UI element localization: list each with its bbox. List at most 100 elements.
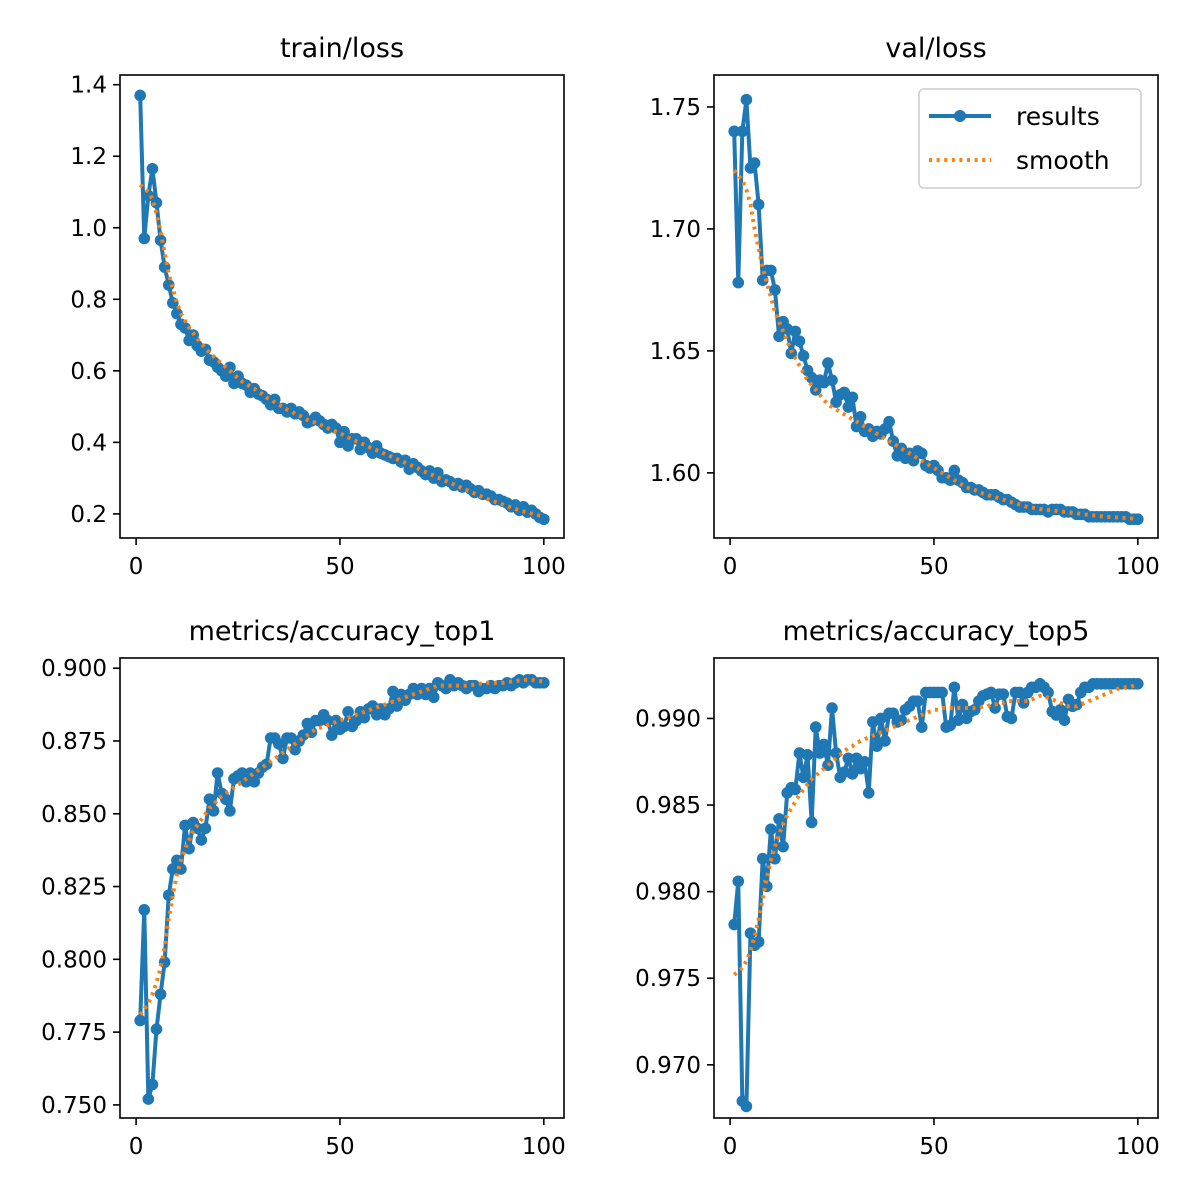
data-point [1132,513,1144,526]
data-point [289,743,301,756]
data-point [154,988,167,1001]
data-point [822,759,834,772]
data-point [756,852,769,865]
data-point [224,361,236,374]
y-tick-label: 0.980 [635,880,701,906]
data-point [138,904,151,916]
data-point [330,714,342,727]
y-tick-label: 0.6 [70,359,107,385]
series-smooth-line [732,681,1139,977]
data-point [220,793,232,805]
data-point [220,370,232,382]
subplot-accuracy-top1: metrics/accuracy_top1 0 50 100 0.750 0.775 0.… [41,616,566,1160]
y-tick-label: 0.975 [635,966,701,992]
data-point [765,823,777,836]
chart-title: metrics/accuracy_top1 [189,616,496,647]
data-point [432,466,444,479]
data-point [1058,714,1071,726]
data-point [769,284,781,296]
data-point [171,307,183,320]
chart-title: metrics/accuracy_top5 [783,616,1090,647]
data-point [1054,703,1067,716]
y-tick-label: 1.75 [650,95,701,121]
data-point [883,415,895,428]
data-point [171,854,183,867]
data-point [732,276,745,289]
data-point [138,232,151,245]
y-tick-label: 0.750 [41,1093,107,1119]
y-tick-label: 0.825 [41,875,107,901]
x-tick-label: 50 [919,1134,948,1160]
data-point [248,775,261,788]
x-tick-label: 50 [325,1134,354,1160]
y-tick-label: 0.800 [41,947,107,973]
y-tick-label: 0.2 [70,502,107,528]
data-point [203,793,216,805]
data-point [199,822,212,835]
data-point [342,706,354,718]
data-point [150,196,163,209]
data-point [895,714,908,726]
data-point [538,513,550,526]
data-point [427,691,440,704]
y-tick-label: 0.850 [41,802,107,828]
data-point [862,787,875,799]
data-point [936,686,948,699]
data-point [797,771,810,784]
data-point [809,721,822,733]
data-point [146,1078,159,1091]
data-point [879,735,891,747]
legend-label-results: results [1016,102,1100,131]
data-point [191,822,204,835]
data-point [326,729,338,741]
subplot-val-loss: val/loss results smooth 0 50 100 1.60 1.65 1.… [650,33,1160,580]
y-tick-label: 0.985 [635,793,701,819]
x-tick-label: 50 [919,554,948,580]
data-point [826,702,838,714]
data-point [858,755,871,768]
series-smooth-line [138,677,545,1016]
data-point [915,447,928,460]
x-tick-label: 0 [723,1134,738,1160]
y-tick-label: 0.875 [41,729,107,755]
data-point [338,720,350,733]
data-point [277,752,289,765]
data-point [752,936,765,948]
data-point [728,125,740,138]
data-point [728,918,740,931]
series-smooth-line [138,183,545,519]
data-point [240,775,252,788]
x-tick-label: 0 [129,1134,144,1160]
chart-title: val/loss [885,33,986,64]
data-point [948,464,961,477]
data-point [769,852,781,865]
data-point [740,93,753,106]
data-point [818,738,830,751]
data-point [748,157,761,169]
x-tick-label: 100 [522,554,566,580]
data-point [273,738,285,750]
y-tick-label: 0.900 [41,656,107,682]
data-point [736,125,749,138]
series-smooth-line [732,169,1138,521]
data-point [211,767,224,779]
data-point [846,391,859,404]
data-point [134,89,146,102]
data-point [797,349,810,362]
data-point [789,325,802,338]
data-point [854,410,867,423]
data-point [321,714,334,727]
data-point [777,840,789,853]
data-point [175,863,187,875]
data-point [822,357,834,369]
data-point [756,274,769,286]
y-tick-label: 0.970 [635,1053,701,1079]
data-point [789,783,802,796]
data-point [391,700,403,712]
y-tick-label: 1.2 [70,144,107,170]
data-point [358,711,371,724]
x-tick-label: 100 [1116,554,1160,580]
legend-label-smooth: smooth [1016,146,1110,175]
data-point [167,863,179,875]
